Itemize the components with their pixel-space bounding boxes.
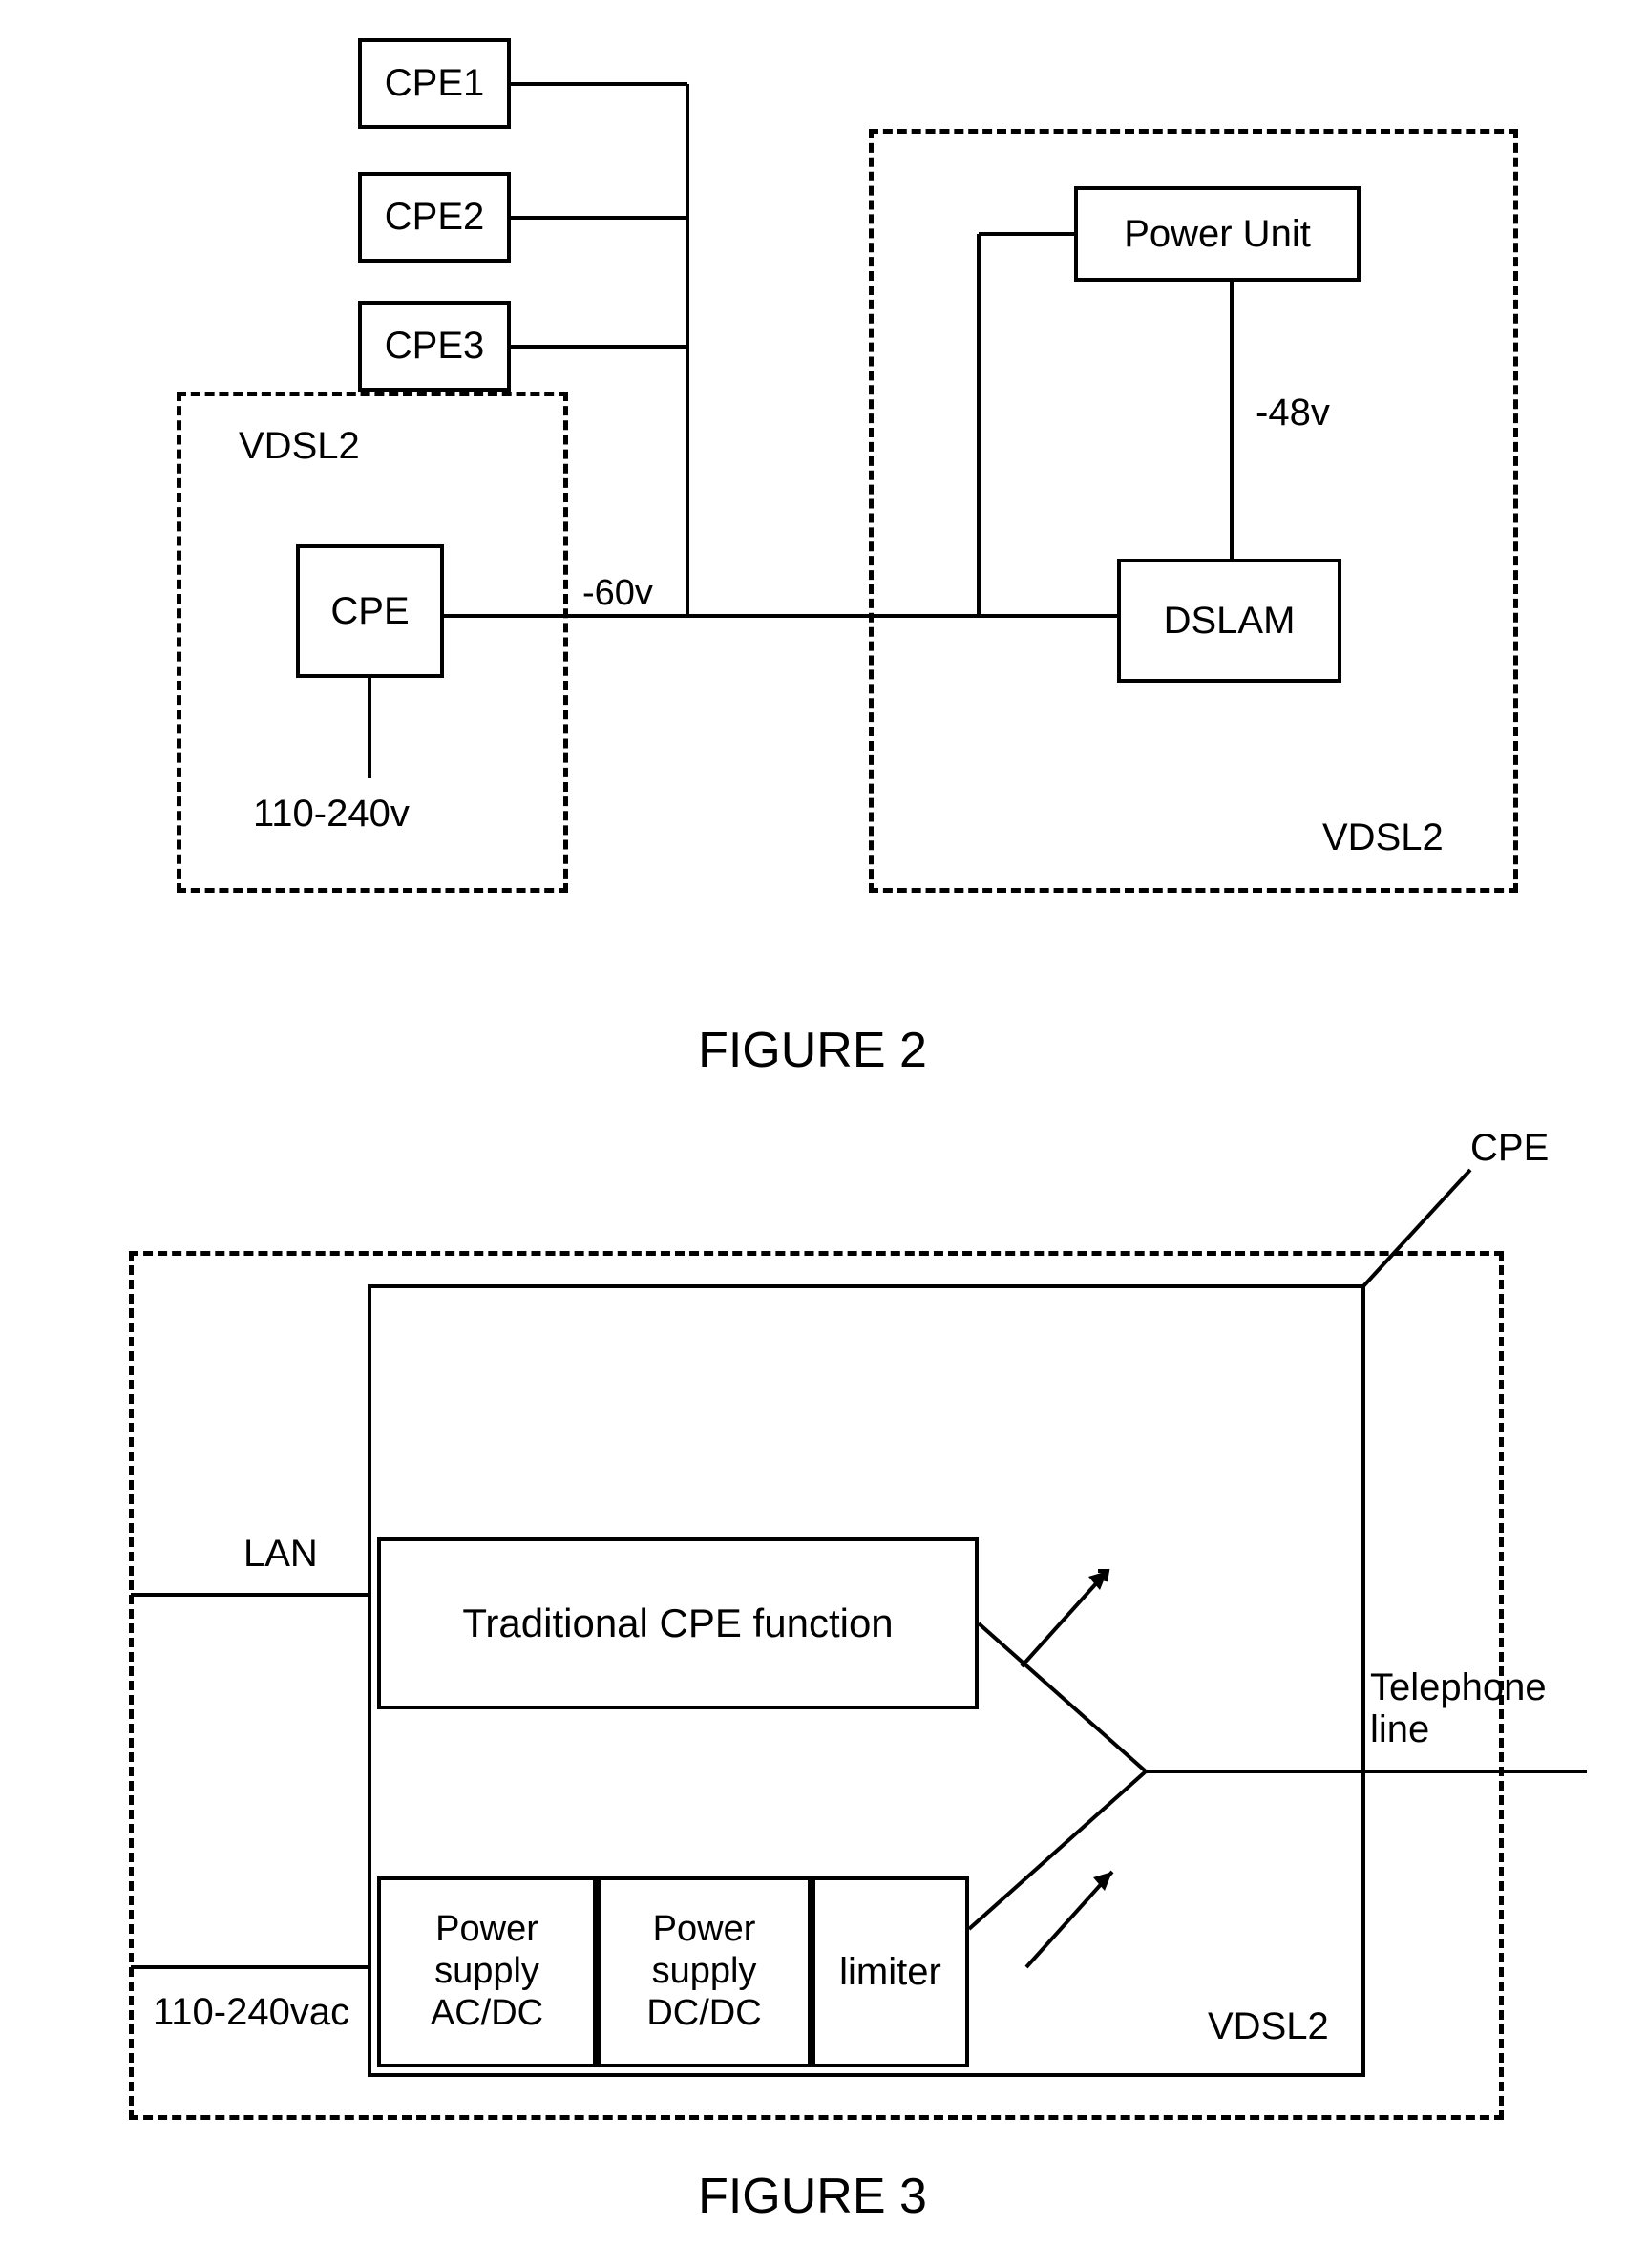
figure-2-caption: FIGURE 2 (38, 1022, 1587, 1079)
cpe2-label: CPE2 (385, 196, 485, 239)
telephone-text: Telephone line (1370, 1666, 1599, 1750)
dslam-label: DSLAM (1164, 600, 1296, 643)
neg60v-label: -60v (582, 573, 653, 614)
cpe-box: CPE (296, 544, 444, 678)
figure-3: Traditional CPE function Power supply AC… (38, 1136, 1587, 2139)
ps-dcdc-box: Power supply DC/DC (597, 1876, 812, 2067)
vdsl2-label: VDSL2 (1208, 2005, 1329, 2048)
ps-acdc-box: Power supply AC/DC (377, 1876, 597, 2067)
ps-dcdc-label: Power supply DC/DC (601, 1909, 808, 2034)
cpe-label: CPE (330, 590, 409, 633)
traditional-cpe-box: Traditional CPE function (377, 1537, 979, 1709)
telephone-line-label: Telephone line (1370, 1666, 1599, 1750)
ps-acdc-label: Power supply AC/DC (381, 1909, 593, 2034)
cpe3-label: CPE3 (385, 325, 485, 368)
cpe1-label: CPE1 (385, 62, 485, 105)
vdsl2-right-label: VDSL2 (1322, 816, 1444, 859)
dslam-box: DSLAM (1117, 559, 1341, 683)
limiter-label: limiter (839, 1951, 941, 1994)
lan-label: LAN (243, 1533, 318, 1576)
figure-3-caption: FIGURE 3 (38, 2168, 1587, 2225)
cpe-callout-label: CPE (1470, 1127, 1549, 1170)
limiter-box: limiter (812, 1876, 969, 2067)
cpe3-box: CPE3 (358, 301, 511, 392)
v110-240-label: 110-240v (253, 793, 410, 836)
cpe2-box: CPE2 (358, 172, 511, 263)
cpe1-box: CPE1 (358, 38, 511, 129)
power-unit-box: Power Unit (1074, 186, 1361, 282)
figure-2: CPE1 CPE2 CPE3 CPE Power Unit DSLAM (38, 38, 1587, 993)
traditional-cpe-label: Traditional CPE function (462, 1600, 893, 1647)
v110-240vac-label: 110-240vac (153, 1991, 349, 2034)
power-unit-label: Power Unit (1124, 213, 1311, 256)
vdsl2-left-label: VDSL2 (239, 425, 360, 468)
neg48v-label: -48v (1256, 392, 1330, 435)
